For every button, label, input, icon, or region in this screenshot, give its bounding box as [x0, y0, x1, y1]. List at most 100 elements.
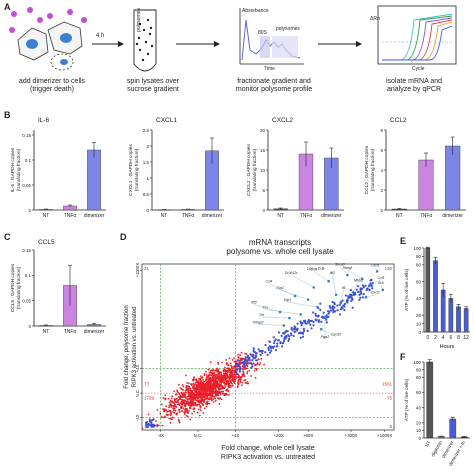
data-point-red — [169, 414, 172, 417]
data-point-red — [247, 382, 249, 385]
data-point-red — [229, 372, 232, 375]
data-point-red — [198, 403, 201, 406]
data-point-red — [205, 394, 208, 397]
data-point-red — [216, 397, 219, 399]
data-point-blue — [235, 369, 238, 372]
data-point-red — [233, 382, 236, 384]
highlight-point — [364, 295, 368, 299]
data-point-red — [181, 403, 183, 406]
data-point-red — [165, 405, 168, 408]
data-point-blue — [242, 370, 245, 373]
data-point-red — [182, 407, 185, 410]
data-point-red — [263, 363, 266, 366]
data-point-red — [203, 400, 206, 403]
chart-cxcl1: CXCL1 CXCL1 : GAPDH copies (translating fr… — [128, 117, 224, 219]
data-point-red — [233, 360, 236, 363]
y-axis-label: (translating fraction) — [16, 148, 22, 191]
data-point-blue — [251, 359, 254, 362]
data-point-blue — [270, 349, 273, 352]
data-point-blue — [314, 314, 318, 317]
bar-6 — [448, 298, 454, 333]
data-point-blue — [361, 296, 365, 299]
y-axis-label: (translating fraction) — [134, 148, 140, 191]
label-leader — [268, 283, 296, 297]
data-point-blue — [369, 279, 373, 282]
profile-80s-label: 80S — [258, 30, 267, 36]
data-point-blue — [314, 312, 317, 315]
data-point-red — [165, 413, 168, 416]
data-point-blue — [300, 324, 303, 327]
data-point-red — [170, 406, 173, 408]
y-axis-label: (translating fraction) — [16, 266, 22, 309]
data-point-red — [243, 379, 246, 382]
data-point-red — [190, 392, 193, 395]
label-leader — [339, 266, 348, 276]
data-point-red — [209, 393, 211, 396]
x-tick-label: dimerizer — [442, 213, 463, 219]
data-point-blue — [325, 318, 328, 321]
data-point-blue — [243, 364, 246, 367]
data-point-red — [199, 409, 202, 412]
data-point-red — [204, 403, 207, 405]
y-tick-label: 2.5 — [143, 128, 150, 133]
data-point-red — [208, 402, 211, 405]
data-point-blue — [320, 320, 323, 323]
data-point-blue — [253, 351, 257, 354]
data-point-blue — [274, 338, 277, 341]
data-point-blue — [150, 423, 153, 426]
data-point-red — [217, 362, 219, 364]
highlight-point — [312, 286, 316, 289]
gene-label: Il1a — [262, 305, 268, 309]
chart-title: CXCL2 — [272, 117, 293, 124]
data-point-red — [201, 402, 204, 405]
data-point-red — [244, 352, 246, 355]
highlight-point — [299, 313, 302, 316]
data-point-red — [167, 397, 170, 400]
data-point-red — [172, 405, 175, 408]
highlight-point — [346, 273, 349, 277]
data-point-red — [242, 368, 244, 371]
data-point-red — [195, 396, 198, 399]
y-tick-label: 100 — [413, 360, 421, 365]
data-point-red — [257, 358, 260, 361]
y-tick-label: 0 — [262, 208, 265, 213]
data-point-blue — [252, 356, 255, 359]
data-point-red — [237, 375, 240, 378]
y-tick-label: 0 — [418, 436, 421, 441]
data-point-blue — [290, 326, 293, 329]
chart-atp-treatment: ATP (% of live cells)0102040608090100NTd… — [404, 359, 470, 467]
data-point-red — [220, 371, 222, 374]
x-tick-label: TNFα — [182, 213, 195, 219]
data-point-blue — [252, 347, 255, 350]
data-point-blue — [350, 297, 354, 300]
label-leader — [347, 269, 363, 279]
y-tick-label: 90 — [416, 254, 422, 259]
data-point-red — [239, 381, 242, 384]
x-tick-label: NT — [43, 329, 50, 335]
x-tick-label: +300X — [345, 433, 358, 438]
data-point-red — [222, 378, 225, 381]
data-point-red — [202, 404, 204, 407]
data-point-blue — [359, 287, 362, 290]
correlation-label: cor = 0.8 — [307, 266, 325, 271]
data-point-red — [204, 385, 207, 388]
data-point-red — [183, 411, 186, 414]
x-tick-label: 2 — [434, 335, 437, 341]
data-point-red — [216, 377, 218, 380]
y-axis-label: IL-6 : GAPDH copies — [10, 147, 16, 192]
y-tick-label: 20 — [416, 313, 422, 318]
data-point-red — [206, 385, 208, 387]
data-point-blue — [359, 296, 362, 299]
data-point-red — [161, 424, 164, 427]
data-point-red — [219, 381, 222, 384]
label-leader — [265, 309, 301, 315]
data-point-blue — [301, 321, 304, 325]
data-point-red — [180, 407, 182, 410]
count-tl-mid: 73 — [144, 382, 150, 387]
data-point-red — [188, 382, 190, 385]
data-point-red — [208, 388, 211, 391]
data-point-red — [220, 398, 223, 401]
data-point-blue — [248, 359, 251, 362]
data-point-red — [220, 390, 223, 393]
data-point-red — [246, 364, 249, 367]
